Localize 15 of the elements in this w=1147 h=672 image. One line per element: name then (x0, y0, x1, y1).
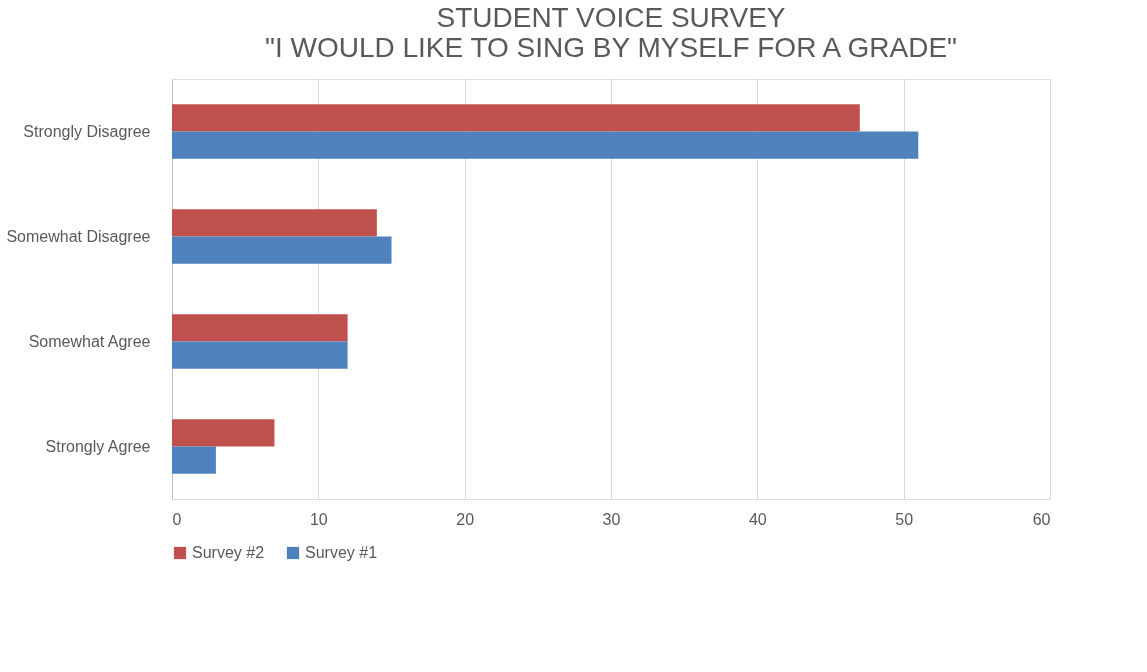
x-tick-label: 20 (456, 510, 475, 528)
y-tick-label: Strongly Agree (45, 437, 151, 455)
y-tick-label: Somewhat Disagree (6, 227, 151, 245)
x-tick-label: 0 (172, 510, 182, 528)
text: STUDENT VOICE SURVEY (436, 2, 786, 33)
x-tick-label: 60 (1032, 510, 1051, 528)
text: "I WOULD LIKE TO SING BY MYSELF FOR A GRADE" (264, 32, 958, 63)
legend-label: Survey #1 (305, 544, 378, 561)
x-tick-label: 30 (602, 510, 621, 528)
x-tick-label: 50 (895, 510, 914, 528)
y-tick-label: Strongly Disagree (23, 122, 151, 140)
legend-label: Survey #2 (192, 544, 265, 561)
x-tick-label: 40 (748, 510, 767, 528)
x-tick-label: 10 (309, 510, 328, 528)
y-tick-label: Somewhat Agree (28, 332, 151, 350)
